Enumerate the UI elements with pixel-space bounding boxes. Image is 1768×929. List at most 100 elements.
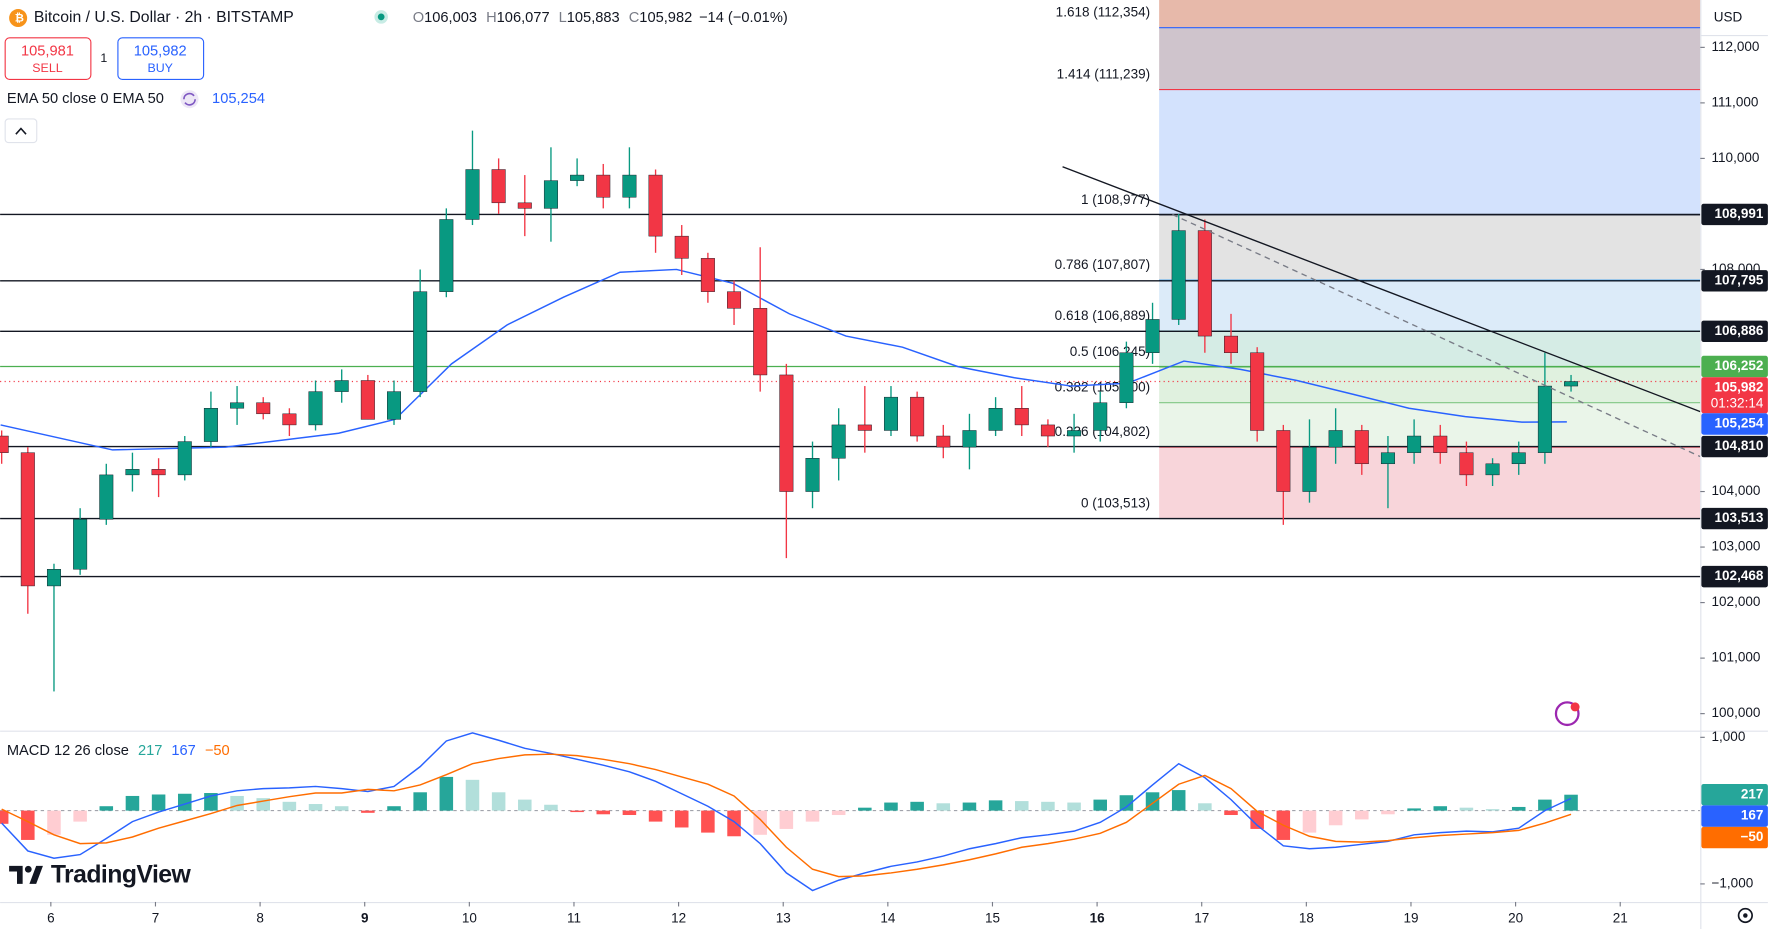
bitcoin-icon — [9, 9, 28, 28]
candle-body — [1459, 452, 1474, 476]
price-label: 106,252 — [1715, 358, 1764, 373]
fib-label: 0 (103,513) — [1081, 496, 1150, 511]
y-tick-label: 111,000 — [1712, 94, 1759, 109]
candle-body — [674, 235, 689, 259]
candle-body — [1224, 335, 1239, 353]
histogram-bar — [936, 803, 951, 811]
logo-text: TradingView — [51, 862, 192, 889]
histogram-bar — [1433, 806, 1448, 811]
candle-body — [230, 402, 245, 409]
currency[interactable]: USD — [1714, 10, 1743, 25]
candle-body — [622, 174, 637, 198]
x-tick-label: 20 — [1508, 910, 1523, 925]
x-tick-label: 13 — [776, 910, 791, 925]
histogram-bar — [439, 776, 454, 811]
candle-body — [1485, 463, 1500, 476]
price-label: 104,810 — [1715, 438, 1764, 453]
histogram-bar — [1224, 810, 1238, 816]
candle-body — [1014, 408, 1029, 426]
price-label-box — [1701, 270, 1768, 292]
ohlc-change: −14 (−0.01%) — [699, 10, 788, 26]
fib-band — [1159, 280, 1701, 332]
candle-body — [439, 219, 454, 292]
candle-body — [1171, 230, 1186, 320]
candle-body — [570, 174, 585, 181]
collapse-chevron — [15, 127, 27, 135]
buy-label[interactable]: BUY — [147, 61, 172, 75]
logo-icon — [9, 865, 43, 884]
candle-body — [727, 291, 742, 309]
candle-body — [1067, 430, 1082, 437]
fib-label: 1 (108,977) — [1081, 192, 1150, 207]
histogram-bar — [1459, 807, 1474, 811]
settings-icon[interactable] — [1737, 907, 1753, 924]
price-label-box — [1701, 413, 1768, 435]
histogram-bar — [47, 810, 61, 835]
candle-body — [831, 424, 846, 459]
candle-body — [1276, 430, 1291, 492]
histogram-bar — [596, 810, 611, 815]
histogram-bar — [674, 810, 689, 828]
y-tick-label: 110,000 — [1712, 150, 1760, 165]
histogram-bar — [1171, 790, 1186, 811]
macd-line — [1, 753, 1572, 878]
histogram-bar — [491, 792, 506, 811]
histogram-bar — [1041, 801, 1055, 811]
histogram-bar — [282, 801, 297, 811]
fib-label: 0.618 (106,889) — [1055, 308, 1150, 323]
histogram-bar — [465, 779, 480, 811]
candle-body — [1093, 402, 1108, 431]
sell-price[interactable]: 105,981 — [21, 44, 74, 60]
histogram-bar — [99, 806, 114, 811]
macd-hist-value: 217 — [138, 743, 162, 759]
histogram-bar — [1250, 810, 1264, 829]
histogram-bar — [1198, 803, 1212, 811]
ohlc-value: 106,003 — [424, 10, 477, 26]
histogram-bar — [1302, 810, 1317, 833]
fib-band — [1159, 402, 1701, 448]
fib-band — [1159, 0, 1701, 28]
histogram-bar — [701, 810, 715, 833]
y-tick-label: 103,000 — [1712, 539, 1761, 554]
candle-body — [543, 180, 558, 209]
buy-button[interactable] — [117, 37, 205, 81]
buy-price[interactable]: 105,982 — [134, 44, 187, 60]
histogram-bar — [1407, 808, 1421, 811]
candle-body — [936, 435, 951, 448]
histogram-bar — [21, 810, 35, 840]
y-tick-label: 101,000 — [1712, 650, 1761, 665]
histogram-bar — [413, 792, 427, 811]
sell-label[interactable]: SELL — [32, 61, 62, 75]
price-label: 107,795 — [1715, 272, 1764, 287]
price-label: 217 — [1741, 786, 1764, 801]
price-label: 102,468 — [1715, 568, 1764, 583]
overlay: ₿ Bitcoin / U.S. Dollar · 2h · BITSTAMP … — [4, 9, 1753, 924]
candle-body — [1302, 446, 1317, 492]
y-tick-label: 102,000 — [1712, 594, 1761, 609]
histogram-bar — [779, 810, 794, 829]
histogram-bar — [177, 793, 192, 811]
histogram-bar — [544, 804, 558, 811]
y-tick-label: 1,000 — [1712, 729, 1746, 744]
collapse-button[interactable] — [4, 118, 38, 144]
candle-body — [988, 408, 1003, 431]
candle-body — [334, 380, 349, 392]
sell-button[interactable] — [4, 37, 92, 81]
assistant-icon[interactable] — [1554, 701, 1580, 727]
histogram-bar — [1564, 794, 1578, 811]
price-label: 108,991 — [1715, 206, 1764, 221]
ohlc-key: L — [559, 10, 567, 26]
price-label: 167 — [1741, 808, 1764, 823]
histogram-bar — [727, 810, 741, 837]
price-label-box — [1701, 805, 1768, 827]
candle-body — [1250, 352, 1265, 431]
ohlc-key: H — [486, 10, 497, 26]
histogram-bar — [1119, 795, 1134, 811]
trendline — [1062, 166, 1701, 413]
ohlc-value: 105,883 — [567, 10, 620, 26]
bitcoin-icon-glyph: ₿ — [15, 13, 24, 25]
candle-body — [962, 430, 977, 448]
histogram-bar — [125, 795, 140, 811]
candle-body — [517, 202, 532, 209]
